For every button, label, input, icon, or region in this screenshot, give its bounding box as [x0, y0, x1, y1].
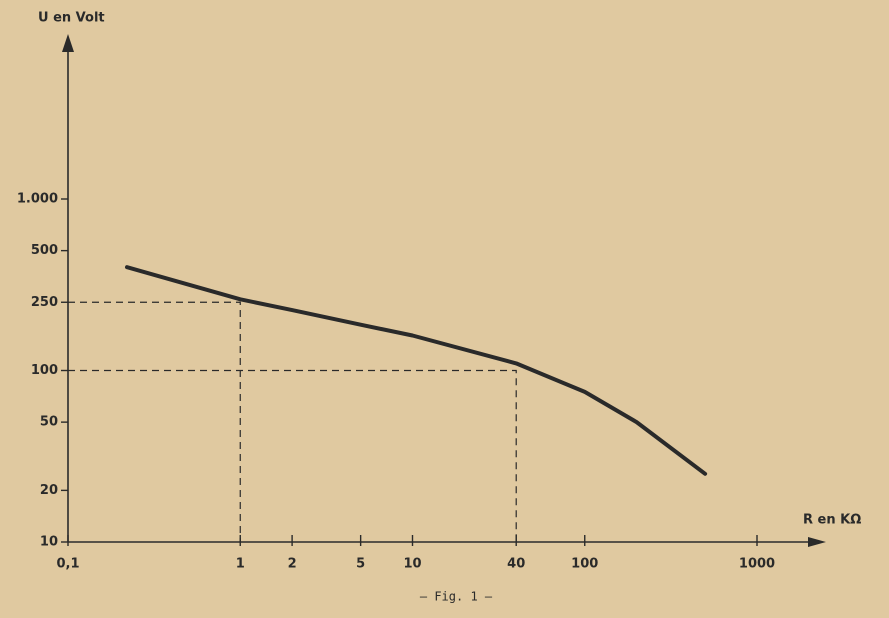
curve: [125, 265, 708, 476]
x-tick-label: 1: [236, 557, 245, 572]
x-tick-label: 0,1: [56, 557, 79, 572]
y-tick-label: 250: [31, 295, 58, 310]
y-tick-label: 100: [31, 363, 58, 378]
x-tick-label: 1000: [739, 557, 775, 572]
x-tick-label: 40: [507, 557, 525, 572]
y-axis-label: U en Volt: [38, 11, 105, 26]
y-tick-label: 50: [40, 415, 58, 430]
x-arrow: [808, 537, 826, 547]
guide-line: [68, 369, 517, 542]
x-tick-label: 2: [288, 557, 297, 572]
y-tick-label: 1.000: [17, 192, 58, 207]
y-arrow: [62, 34, 74, 52]
x-tick-label: 5: [356, 557, 365, 572]
y-tick-label: 20: [40, 483, 58, 498]
x-tick-label: 10: [403, 557, 421, 572]
caption: – Fig. 1 –: [420, 590, 493, 604]
y-tick-label: 500: [31, 243, 58, 258]
y-tick-label: 10: [40, 535, 58, 550]
x-axis-label: R en KΩ: [803, 513, 861, 528]
guide-line: [68, 301, 241, 542]
x-tick-label: 100: [571, 557, 598, 572]
